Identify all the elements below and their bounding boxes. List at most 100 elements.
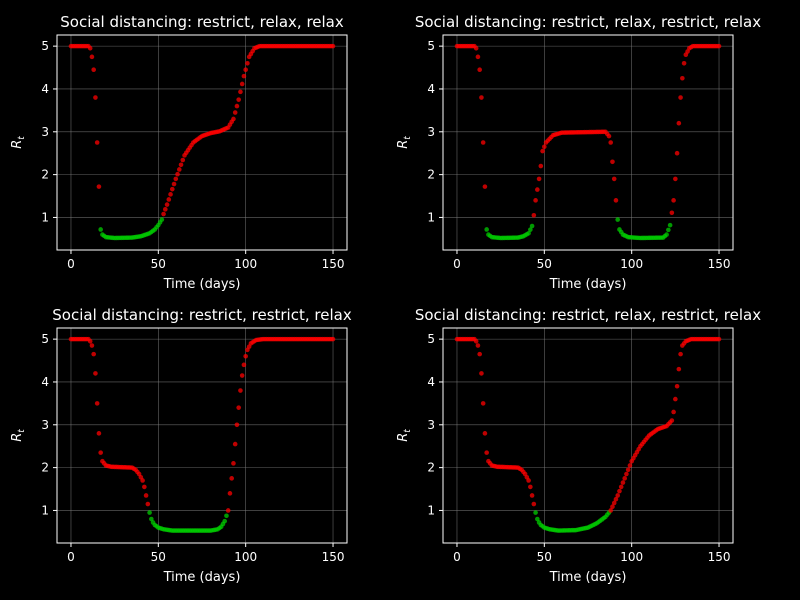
x-tick-label: 150 xyxy=(322,550,345,564)
data-point xyxy=(241,362,247,368)
data-point xyxy=(477,67,482,72)
data-point xyxy=(94,401,100,406)
data-point xyxy=(238,89,243,95)
data-point xyxy=(529,223,535,229)
data-point xyxy=(535,187,540,192)
data-point xyxy=(243,67,248,72)
data-point xyxy=(528,484,533,490)
scatter-series xyxy=(454,43,722,241)
x-tick-label: 50 xyxy=(537,550,552,564)
data-point xyxy=(540,148,545,154)
data-point xyxy=(531,213,537,218)
data-point xyxy=(618,484,624,490)
data-point xyxy=(480,140,486,145)
data-point xyxy=(669,210,675,216)
data-point xyxy=(234,103,240,109)
data-point xyxy=(98,450,103,455)
data-point xyxy=(669,418,675,423)
scatter-series xyxy=(68,43,336,241)
data-point xyxy=(224,513,229,519)
x-tick-label: 150 xyxy=(708,257,731,271)
y-tick-label: 3 xyxy=(41,418,49,432)
data-point xyxy=(542,144,547,150)
data-point xyxy=(176,167,182,172)
x-axis-label: Time (days) xyxy=(163,570,241,585)
axes-frame xyxy=(442,327,734,544)
scatter-series xyxy=(454,336,722,533)
data-point xyxy=(531,501,537,507)
data-point xyxy=(606,133,612,139)
axes-frame xyxy=(442,34,734,251)
chart-title: Social distancing: restrict, restrict, r… xyxy=(52,306,352,324)
data-point xyxy=(526,478,531,483)
subplot-2: 0 50 100 150 1 2 3 4 5 Social distancing: restric… xyxy=(396,13,761,292)
data-point xyxy=(161,211,166,217)
data-point xyxy=(622,476,627,481)
y-axis-label: Rt xyxy=(10,429,27,442)
data-point xyxy=(180,157,186,163)
data-point xyxy=(473,338,479,344)
data-point xyxy=(538,163,544,169)
data-point xyxy=(91,351,96,357)
data-point xyxy=(163,207,168,212)
data-point xyxy=(475,343,481,348)
data-point xyxy=(613,198,619,203)
data-point xyxy=(94,140,100,145)
data-point xyxy=(93,95,98,100)
data-point xyxy=(236,97,241,102)
x-tick-label: 150 xyxy=(708,550,731,564)
data-point xyxy=(140,478,145,483)
data-point xyxy=(96,184,102,189)
scatter-series xyxy=(68,336,336,533)
data-point xyxy=(529,493,535,498)
data-point xyxy=(671,409,676,415)
y-tick-label: 1 xyxy=(41,210,49,224)
data-point xyxy=(674,150,680,156)
y-axis-label: Rt xyxy=(10,136,27,149)
x-tick-label: 100 xyxy=(620,550,643,564)
data-point xyxy=(667,222,673,228)
data-point xyxy=(625,467,631,473)
y-tick-label: 5 xyxy=(427,39,435,53)
y-tick-label: 1 xyxy=(427,503,435,517)
data-point xyxy=(89,343,95,348)
y-tick-label: 1 xyxy=(427,210,435,224)
data-point xyxy=(716,336,722,342)
data-point xyxy=(330,336,336,342)
data-point xyxy=(536,176,542,182)
chart-title: Social distancing: restrict, relax, rest… xyxy=(415,13,761,31)
data-point xyxy=(164,202,170,207)
data-point xyxy=(170,186,175,192)
y-tick-label: 1 xyxy=(41,503,49,517)
data-point xyxy=(716,43,722,49)
data-point xyxy=(610,504,615,510)
data-point xyxy=(611,176,617,182)
data-point xyxy=(87,45,93,51)
x-tick-label: 150 xyxy=(322,257,345,271)
data-point xyxy=(484,227,489,232)
data-point xyxy=(676,120,682,126)
data-point xyxy=(676,366,682,372)
data-point xyxy=(243,353,248,359)
data-point xyxy=(673,396,678,402)
x-tick-label: 0 xyxy=(453,257,461,271)
y-tick-label: 2 xyxy=(41,168,49,182)
data-point xyxy=(678,95,683,100)
data-point xyxy=(229,476,234,481)
data-point xyxy=(611,500,617,506)
data-point xyxy=(613,496,619,502)
data-point xyxy=(620,480,626,485)
data-point xyxy=(168,192,173,197)
x-tick-label: 50 xyxy=(151,550,166,564)
data-point xyxy=(222,518,228,524)
data-point xyxy=(234,422,240,428)
x-axis-label: Time (days) xyxy=(163,277,241,292)
data-point xyxy=(664,232,669,237)
y-axis-label: Rt xyxy=(396,136,413,149)
y-tick-label: 5 xyxy=(427,332,435,346)
y-tick-label: 2 xyxy=(41,461,49,475)
data-point xyxy=(673,176,678,182)
data-point xyxy=(615,217,620,222)
data-point xyxy=(245,60,250,66)
